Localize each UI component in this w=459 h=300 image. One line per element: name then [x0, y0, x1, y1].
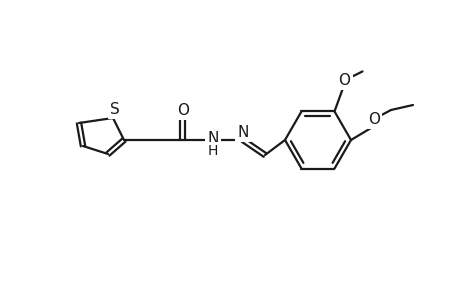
Text: N: N	[237, 124, 248, 140]
Text: O: O	[367, 112, 379, 127]
Text: O: O	[338, 73, 350, 88]
Text: H: H	[207, 144, 218, 158]
Text: S: S	[110, 101, 120, 116]
Text: N: N	[207, 130, 218, 146]
Text: O: O	[177, 103, 189, 118]
